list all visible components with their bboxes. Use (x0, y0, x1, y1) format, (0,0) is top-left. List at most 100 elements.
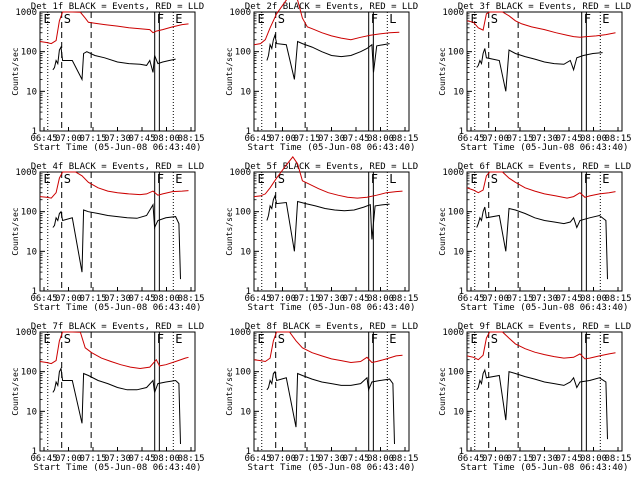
panel-8-xtick-label: 07:00 (269, 454, 296, 464)
panel-6-ytick-label: 10 (453, 247, 464, 257)
panel-4-ytick-label: 1000 (15, 168, 37, 178)
panel-7-marker-3: F (157, 332, 164, 346)
panel-1-ylabel: Counts/sec (11, 47, 20, 95)
panel-4-marker-4: E (175, 172, 182, 186)
panel-2-ytick-label: 100 (235, 48, 251, 58)
panel-1-xtick-label: 07:15 (79, 134, 106, 144)
panel-9-title: Det 9f BLACK = Events, RED = LLD (458, 322, 631, 332)
panel-5-xlabel: Start Time (05-Jun-08 06:43:40) (248, 303, 416, 313)
panel-4-xlabel: Start Time (05-Jun-08 06:43:40) (34, 303, 202, 313)
panel-1-xtick-label: 06:45 (30, 134, 57, 144)
panel-8-xtick-label: 07:30 (318, 454, 345, 464)
panel-2-marker-4: L (389, 12, 396, 26)
panel-1-marker-1: E (44, 12, 51, 26)
panel-4-xtick-label: 07:45 (128, 294, 155, 304)
panel-7-ytick-label: 1 (32, 447, 37, 457)
panel-5-ytick-label: 1 (246, 287, 251, 297)
panel-2-frame (253, 11, 410, 132)
panel-5-xtick-label: 07:45 (342, 294, 369, 304)
panel-5-ytick-label: 100 (235, 208, 251, 218)
panel-2-series-red-lld (253, 0, 400, 46)
panel-5-xtick-label: 07:15 (293, 294, 320, 304)
panel-8-title: Det 8f BLACK = Events, RED = LLD (245, 322, 418, 332)
panel-1-ytick-label: 100 (21, 48, 37, 58)
panel-8-xtick-label: 07:45 (342, 454, 369, 464)
panel-7-xtick-label: 07:00 (55, 454, 82, 464)
panel-9-marker-2: S (491, 332, 498, 346)
panel-9-xtick-label: 07:00 (482, 454, 509, 464)
panel-2-xtick-label: 06:45 (244, 134, 271, 144)
panel-9-ytick-label: 100 (448, 368, 464, 378)
panel-5-ylabel: Counts/sec (225, 207, 234, 255)
panel-5-marker-4: L (389, 172, 396, 186)
panel-7-ytick-label: 100 (21, 368, 37, 378)
panel-7-ytick-label: 1000 (15, 328, 37, 338)
panel-8-ytick-label: 1 (246, 447, 251, 457)
panel-6-xtick-label: 08:15 (604, 294, 631, 304)
panel-2-marker-1: E (258, 12, 265, 26)
panel-1-ytick-label: 1 (32, 127, 37, 137)
panel-8-marker-2: S (278, 332, 285, 346)
panel-4-xtick-label: 07:15 (79, 294, 106, 304)
panel-2-ytick-label: 1000 (229, 8, 251, 18)
panel-8-marker-4: E (389, 332, 396, 346)
panel-6-marker-4: E (602, 172, 609, 186)
panel-5-series-red-lld (253, 156, 403, 199)
panel-8-xtick-label: 08:15 (391, 454, 418, 464)
panel-6-ylabel: Counts/sec (438, 207, 447, 255)
panel-2-xtick-label: 08:15 (391, 134, 418, 144)
panel-5-xtick-label: 07:30 (318, 294, 345, 304)
panel-4-xtick-label: 07:00 (55, 294, 82, 304)
panel-3-xtick-label: 07:30 (531, 134, 558, 144)
panel-3-title: Det 3f BLACK = Events, RED = LLD (458, 2, 631, 12)
panel-4-marker-3: F (157, 172, 164, 186)
panel-6-marker-1: E (471, 172, 478, 186)
panel-4-xtick-label: 07:30 (104, 294, 131, 304)
panel-9-frame (466, 331, 623, 452)
panel-9-ylabel: Counts/sec (438, 367, 447, 415)
panel-9-xtick-label: 07:15 (506, 454, 533, 464)
panel-6-series-red-lld (466, 171, 616, 199)
panel-7-xtick-label: 07:30 (104, 454, 131, 464)
panel-2-title: Det 2f BLACK = Events, RED = LLD (245, 2, 418, 12)
panel-9-marker-3: F (584, 332, 591, 346)
panel-7-series-red-lld (39, 331, 189, 370)
panel-8-series-red-lld (253, 331, 403, 364)
panel-5-marker-1: E (258, 172, 265, 186)
panel-9-xtick-label: 08:15 (604, 454, 631, 464)
panel-2-xlabel: Start Time (05-Jun-08 06:43:40) (248, 143, 416, 153)
panel-9-marker-4: E (602, 332, 609, 346)
panel-7-marker-1: E (44, 332, 51, 346)
panel-3-marker-2: S (491, 12, 498, 26)
panel-9-xtick-label: 08:00 (580, 454, 607, 464)
panel-7-marker-4: E (175, 332, 182, 346)
panel-3-ytick-label: 1000 (442, 8, 464, 18)
panel-9-xtick-label: 07:45 (555, 454, 582, 464)
panel-5-xtick-label: 07:00 (269, 294, 296, 304)
panel-6-ytick-label: 1000 (442, 168, 464, 178)
panel-2-xtick-label: 07:00 (269, 134, 296, 144)
panel-1-ytick-label: 1000 (15, 8, 37, 18)
panel-6-marker-3: F (584, 172, 591, 186)
panel-9-ytick-label: 10 (453, 407, 464, 417)
panel-4-ytick-label: 1 (32, 287, 37, 297)
panel-1-xtick-label: 07:30 (104, 134, 131, 144)
panel-5-xtick-label: 08:15 (391, 294, 418, 304)
panel-3-xtick-label: 08:15 (604, 134, 631, 144)
panel-7-frame (39, 331, 196, 452)
panel-4-ytick-label: 10 (26, 247, 37, 257)
panel-8-ytick-label: 100 (235, 368, 251, 378)
panel-3-ytick-label: 10 (453, 87, 464, 97)
panel-2-xtick-label: 08:00 (367, 134, 394, 144)
panel-2-ytick-label: 1 (246, 127, 251, 137)
panel-4-marker-2: S (64, 172, 71, 186)
panel-3-ytick-label: 100 (448, 48, 464, 58)
panel-9-xlabel: Start Time (05-Jun-08 06:43:40) (461, 463, 629, 473)
panel-1-marker-4: E (175, 12, 182, 26)
panel-2-marker-2: S (278, 12, 285, 26)
panel-4-title: Det 4f BLACK = Events, RED = LLD (31, 162, 204, 172)
panel-6-title: Det 6f BLACK = Events, RED = LLD (458, 162, 631, 172)
panel-7-xtick-label: 07:15 (79, 454, 106, 464)
panel-1-marker-3: F (157, 12, 164, 26)
